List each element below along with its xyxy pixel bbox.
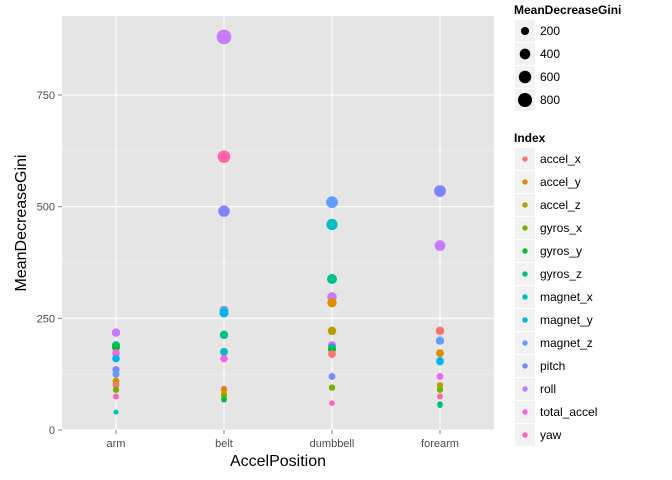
size-legend-dot: [519, 48, 531, 60]
data-point-yaw-forearm: [437, 393, 443, 400]
data-point-gyros_x-arm: [112, 386, 120, 393]
data-point-accel_x-dumbbell: [328, 350, 336, 358]
data-points: [111, 29, 446, 415]
color-legend-label: roll: [540, 382, 556, 396]
color-legend-dot-accel_x: [522, 156, 528, 162]
data-point-magnet_x-dumbbell: [326, 218, 338, 231]
data-point-magnet_y-belt: [219, 308, 229, 318]
color-legend-label: yaw: [540, 428, 562, 442]
data-point-gyros_z-dumbbell: [327, 274, 337, 285]
data-point-magnet_x-arm: [113, 409, 119, 415]
size-legend-title: MeanDecreaseGini: [514, 3, 621, 17]
size-legend-label: 600: [540, 70, 560, 84]
color-legend-label: magnet_x: [540, 290, 593, 304]
data-point-yaw-dumbbell: [329, 400, 335, 406]
data-point-magnet_z-arm: [112, 370, 120, 378]
x-axis: arm belt dumbbell forearm: [107, 430, 459, 450]
size-legend: MeanDecreaseGini 200 400 600 800: [514, 3, 621, 111]
data-point-accel_x-forearm: [435, 326, 445, 336]
color-legend-label: gyros_z: [540, 267, 582, 281]
size-legend-dot: [518, 70, 532, 84]
color-legend-dot-gyros_x: [522, 225, 528, 231]
size-legend-dot: [517, 92, 533, 108]
data-point-roll-forearm: [434, 240, 446, 251]
data-point-accel_z-dumbbell: [327, 326, 337, 336]
y-tick-label: 750: [37, 90, 55, 102]
x-tick-label: forearm: [421, 438, 459, 450]
data-point-gyros_y-arm: [112, 343, 120, 352]
color-legend-dot-accel_z: [522, 202, 528, 208]
grid-major: [62, 16, 494, 431]
data-point-pitch-belt: [218, 205, 230, 217]
data-point-accel_y-forearm: [436, 349, 444, 358]
color-legend-dot-yaw: [522, 432, 528, 438]
data-point-gyros_x-forearm: [436, 386, 444, 393]
data-point-roll-arm: [111, 328, 121, 337]
data-point-magnet_z-dumbbell: [326, 196, 338, 209]
color-legend-dot-magnet_x: [522, 294, 528, 300]
data-point-total_accel-belt: [220, 354, 228, 363]
color-legend-dot-magnet_z: [522, 340, 528, 346]
color-legend-dot-accel_y: [522, 179, 528, 185]
x-axis-title: AccelPosition: [230, 453, 326, 470]
data-point-gyros_y-belt: [221, 396, 227, 403]
plot-panel: [62, 16, 494, 430]
color-legend-dot-total_accel: [522, 409, 528, 415]
data-point-total_accel-arm: [112, 349, 120, 358]
color-legend-label: gyros_x: [540, 221, 582, 235]
x-tick-label: belt: [215, 438, 233, 450]
data-point-magnet_y-forearm: [436, 357, 444, 366]
color-legend-label: magnet_y: [540, 313, 593, 327]
color-legend-label: pitch: [540, 359, 565, 373]
data-point-pitch-dumbbell: [328, 372, 336, 380]
size-legend-label: 200: [540, 24, 560, 38]
color-legend-dot-gyros_z: [522, 271, 528, 277]
color-legend-label: magnet_z: [540, 336, 593, 350]
data-point-magnet_y-arm: [112, 354, 120, 363]
x-tick-label: arm: [107, 438, 126, 450]
color-legend-dot-roll: [522, 386, 528, 392]
size-legend-dot: [520, 26, 530, 36]
data-point-yaw-arm: [113, 393, 119, 400]
data-point-gyros_x-dumbbell: [328, 384, 336, 391]
color-legend-label: gyros_y: [540, 244, 582, 258]
color-legend-dot-pitch: [522, 363, 528, 369]
color-legend-label: accel_x: [540, 152, 581, 166]
data-point-accel_y-belt: [220, 386, 228, 393]
data-point-accel_y-dumbbell: [327, 298, 337, 308]
data-point-gyros_z-forearm: [437, 402, 443, 409]
color-legend-label: accel_z: [540, 198, 581, 212]
y-tick-label: 500: [37, 202, 55, 214]
y-tick-label: 0: [49, 425, 55, 437]
data-point-magnet_z-forearm: [435, 336, 445, 345]
data-point-total_accel-forearm: [436, 372, 444, 380]
data-point-roll-belt: [216, 29, 232, 45]
y-axis: 0 250 500 750: [37, 90, 62, 437]
data-point-yaw-belt: [217, 150, 231, 163]
x-tick-label: dumbbell: [310, 438, 355, 450]
data-point-gyros_z-belt: [219, 330, 229, 340]
color-legend-label: accel_y: [540, 175, 581, 189]
data-point-accel_x-arm: [112, 382, 120, 389]
data-point-magnet_x-belt: [220, 347, 228, 356]
y-tick-label: 250: [37, 313, 55, 325]
color-legend-dot-magnet_y: [522, 317, 528, 323]
data-point-accel_z-forearm: [436, 382, 444, 389]
color-legend: Index accel_x accel_y accel_z gyros_x gyros_…: [514, 131, 597, 446]
size-legend-label: 400: [540, 47, 560, 61]
y-axis-title: MeanDecreaseGini: [13, 155, 30, 292]
grid-minor: [62, 150, 494, 375]
data-point-pitch-forearm: [434, 185, 446, 197]
size-legend-label: 800: [540, 93, 560, 107]
color-legend-title: Index: [514, 131, 546, 145]
color-legend-label: total_accel: [540, 405, 597, 419]
color-legend-dot-gyros_y: [522, 248, 528, 254]
